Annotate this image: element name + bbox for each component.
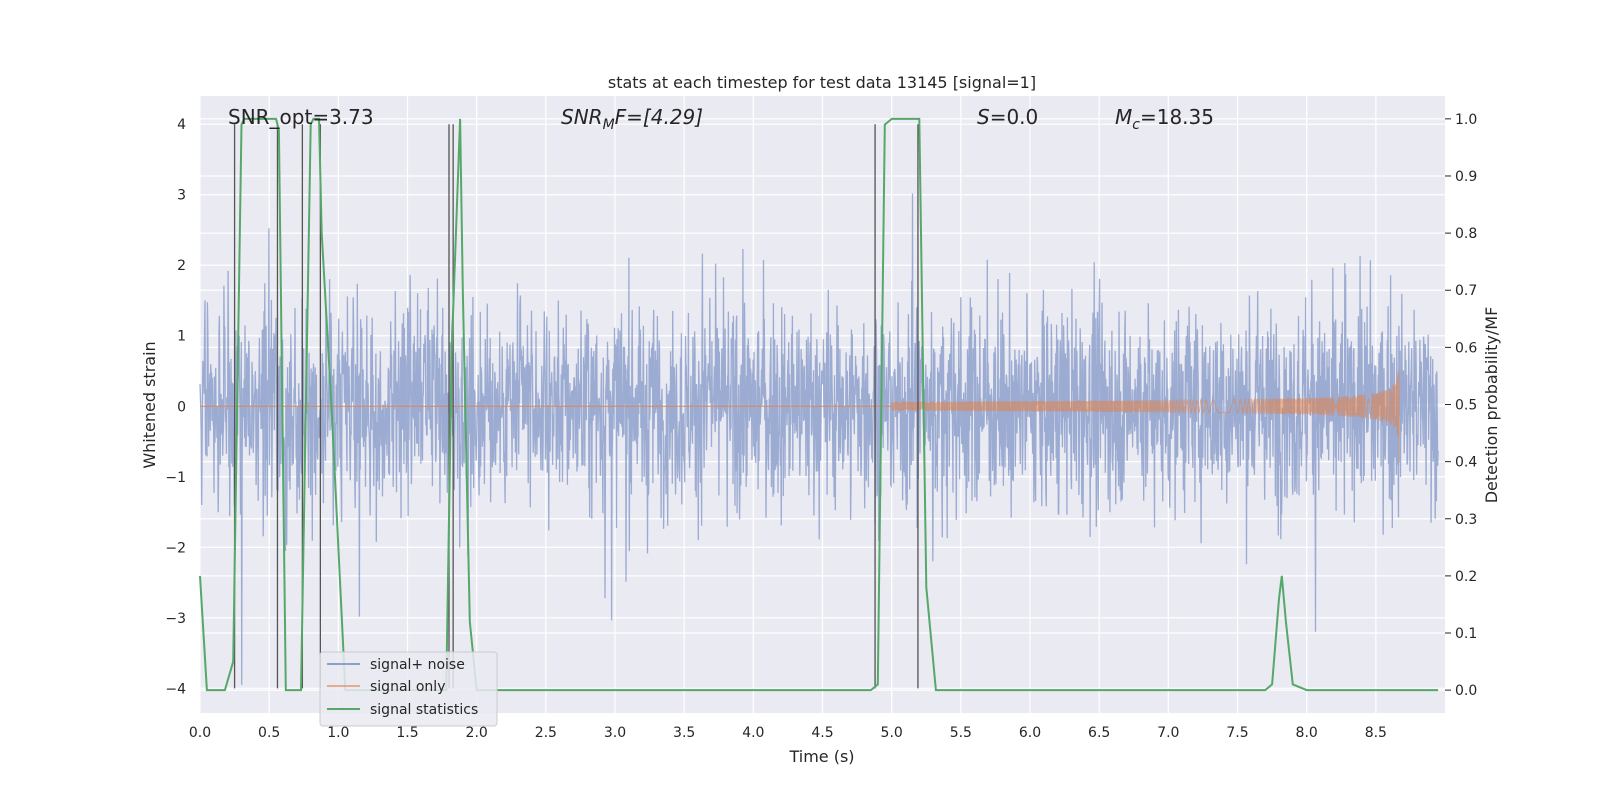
y-tick-label-8: −4 bbox=[165, 681, 186, 697]
legend-box bbox=[319, 651, 498, 727]
y-ticks: 4 3 2 1 0 −1 −2 −3 −4 bbox=[165, 117, 186, 697]
x-tick-label-13: 6.5 bbox=[1088, 725, 1110, 741]
mc-subscript: c bbox=[1132, 117, 1140, 133]
x-tick-label-17: 8.5 bbox=[1365, 725, 1387, 741]
y2-tick-label-6: 0.4 bbox=[1455, 455, 1477, 471]
y2-tick-label-5: 0.5 bbox=[1455, 398, 1477, 414]
y-tick-label-2: 2 bbox=[177, 258, 186, 274]
grid bbox=[199, 96, 1445, 713]
noise-line bbox=[199, 193, 1439, 685]
y-axis-label: Whitened strain bbox=[140, 341, 159, 468]
x-tick-label-3: 1.5 bbox=[396, 725, 418, 741]
x-tick-label-6: 3.0 bbox=[604, 725, 626, 741]
legend-label-stats: signal statistics bbox=[370, 702, 478, 718]
annotation-s: S=0.0 bbox=[977, 105, 1038, 129]
x-tick-label-4: 2.0 bbox=[466, 725, 488, 741]
x-tick-label-0: 0.0 bbox=[189, 725, 211, 741]
y-tick-label-1: 3 bbox=[177, 188, 186, 204]
y2-tick-label-9: 0.1 bbox=[1455, 626, 1477, 642]
x-tick-label-7: 3.5 bbox=[673, 725, 695, 741]
y-tick-label-0: 4 bbox=[177, 117, 186, 133]
y2-ticks: 1.0 0.9 0.8 0.7 0.6 0.5 0.4 0.3 0.2 0.1 0.0 bbox=[1445, 112, 1477, 699]
x-tick-label-11: 5.5 bbox=[950, 725, 972, 741]
x-tick-label-1: 0.5 bbox=[258, 725, 280, 741]
legend: signal+ noise signal only signal statist… bbox=[319, 651, 498, 727]
annotation-mc: Mc=18.35 bbox=[1115, 105, 1214, 133]
y-tick-label-7: −3 bbox=[165, 611, 186, 627]
x-tick-label-16: 8.0 bbox=[1296, 725, 1318, 741]
annotation-snr-mf: SNRMF=[4.29] bbox=[561, 105, 703, 133]
statistics-series bbox=[199, 117, 1439, 692]
y-tick-label-3: 1 bbox=[177, 329, 186, 345]
legend-label-noise: signal+ noise bbox=[370, 657, 465, 673]
y2-tick-label-7: 0.3 bbox=[1455, 512, 1477, 528]
noise-series bbox=[199, 193, 1439, 685]
x-tick-label-14: 7.0 bbox=[1157, 725, 1179, 741]
x-tick-label-15: 7.5 bbox=[1226, 725, 1248, 741]
s-symbol: S bbox=[977, 105, 990, 129]
x-tick-label-9: 4.5 bbox=[811, 725, 833, 741]
x-tick-label-8: 4.0 bbox=[742, 725, 764, 741]
chart-title: stats at each timestep for test data 131… bbox=[608, 73, 1036, 92]
x-tick-label-5: 2.5 bbox=[535, 725, 557, 741]
y-tick-label-5: −1 bbox=[165, 470, 186, 486]
y2-tick-label-3: 0.7 bbox=[1455, 283, 1477, 299]
y-tick-label-6: −2 bbox=[165, 540, 186, 556]
snr-mf-subscript: M bbox=[603, 117, 615, 133]
signal-chirp-line bbox=[891, 370, 1400, 463]
legend-label-signal: signal only bbox=[370, 679, 445, 695]
y2-tick-label-0: 1.0 bbox=[1455, 112, 1477, 128]
x-tick-label-12: 6.0 bbox=[1019, 725, 1041, 741]
y2-tick-label-2: 0.8 bbox=[1455, 226, 1477, 242]
x-axis-label: Time (s) bbox=[788, 747, 854, 766]
y-tick-label-4: 0 bbox=[177, 399, 186, 415]
mc-value: =18.35 bbox=[1140, 105, 1214, 129]
x-tick-label-10: 5.0 bbox=[881, 725, 903, 741]
mc-symbol: M bbox=[1115, 105, 1132, 129]
y2-tick-label-10: 0.0 bbox=[1455, 683, 1477, 699]
y2-tick-label-1: 0.9 bbox=[1455, 169, 1477, 185]
statistics-line bbox=[199, 117, 1439, 692]
y2-tick-label-4: 0.6 bbox=[1455, 340, 1477, 356]
signal-only-series bbox=[200, 370, 1400, 463]
x-ticks: 0.0 0.5 1.0 1.5 2.0 2.5 3.0 3.5 4.0 4.5 5.0 5.5 6.0 6… bbox=[189, 725, 1387, 741]
snr-mf-value: F=[4.29] bbox=[615, 105, 703, 129]
y2-tick-label-8: 0.2 bbox=[1455, 569, 1477, 585]
annotation-snr-opt: SNR_opt=3.73 bbox=[228, 105, 374, 129]
snr-mf-symbol: SNR bbox=[561, 105, 603, 129]
s-value: =0.0 bbox=[990, 105, 1039, 129]
x-tick-label-2: 1.0 bbox=[327, 725, 349, 741]
y2-axis-label: Detection probability/MF bbox=[1482, 307, 1501, 504]
